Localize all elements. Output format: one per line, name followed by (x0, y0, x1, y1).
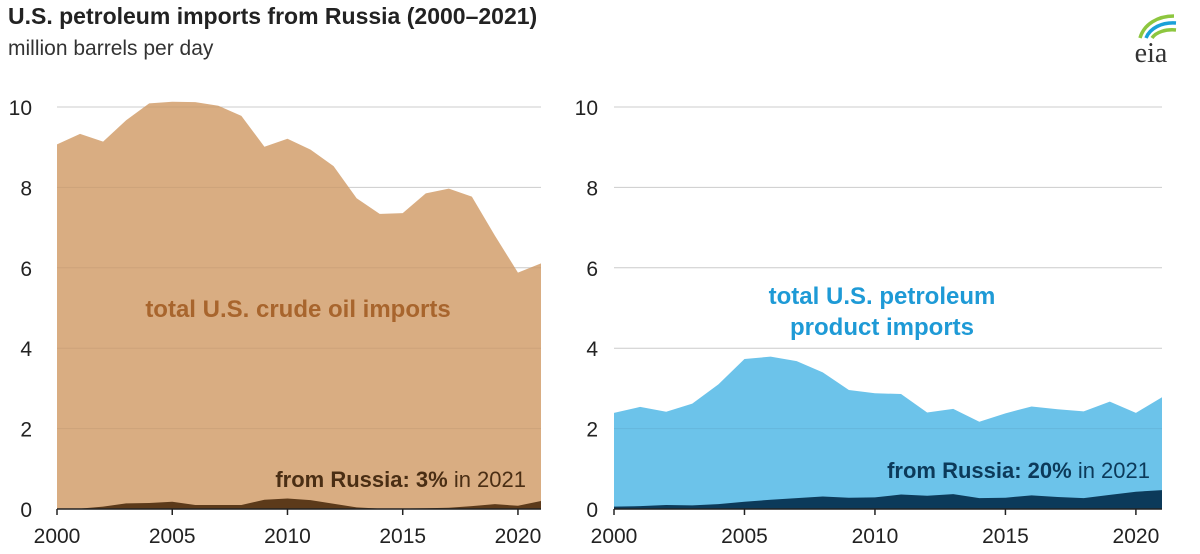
y-tick-label: 10 (9, 97, 32, 120)
product-russia-area (614, 490, 1162, 509)
eia-logo: eia (1135, 14, 1177, 68)
product-total-label-line2: product imports (790, 314, 974, 341)
crude-russia-prefix: from Russia: (275, 467, 416, 492)
y-tick-label: 6 (20, 258, 32, 281)
product-russia-suffix: in 2021 (1072, 458, 1150, 483)
crude-oil-chart: 0 2 4 6 8 10 2000 2005 2010 2015 2020 total U.S. … (9, 97, 542, 548)
y-tick-label: 8 (586, 177, 598, 200)
x-tick-label: 2010 (264, 525, 311, 548)
y-tick-label: 8 (20, 177, 32, 200)
y-tick-label: 2 (20, 419, 32, 442)
crude-total-area (57, 101, 541, 510)
y-tick-label: 2 (586, 419, 598, 442)
y-tick-label: 0 (20, 499, 32, 522)
y-tick-label: 6 (586, 258, 598, 281)
crude-russia-suffix: in 2021 (448, 467, 526, 492)
x-tick-label: 2020 (1113, 525, 1160, 548)
product-russia-prefix: from Russia: (887, 458, 1028, 483)
product-russia-pct: 20% (1028, 458, 1072, 483)
logo-text: eia (1135, 38, 1168, 68)
x-tick-label: 2015 (379, 525, 426, 548)
crude-russia-label: from Russia: 3% in 2021 (275, 467, 526, 492)
x-tick-label: 2010 (852, 525, 899, 548)
y-tick-label: 0 (586, 499, 598, 522)
x-tick-label: 2005 (149, 525, 196, 548)
crude-russia-area (57, 498, 541, 509)
chart-subtitle: million barrels per day (8, 37, 214, 60)
crude-russia-pct: 3% (416, 467, 448, 492)
product-total-area (614, 356, 1162, 509)
y-tick-label: 10 (575, 97, 598, 120)
product-total-label-line1: total U.S. petroleum (769, 283, 996, 310)
x-tick-label: 2020 (495, 525, 542, 548)
y-tick-label: 4 (20, 338, 32, 361)
x-tick-label: 2000 (34, 525, 81, 548)
product-russia-label: from Russia: 20% in 2021 (887, 458, 1150, 483)
x-tick-label: 2000 (591, 525, 638, 548)
x-tick-label: 2015 (982, 525, 1029, 548)
y-tick-label: 4 (586, 338, 598, 361)
x-tick-label: 2005 (721, 525, 768, 548)
crude-total-label: total U.S. crude oil imports (145, 296, 450, 323)
chart-title: U.S. petroleum imports from Russia (2000… (8, 3, 538, 29)
